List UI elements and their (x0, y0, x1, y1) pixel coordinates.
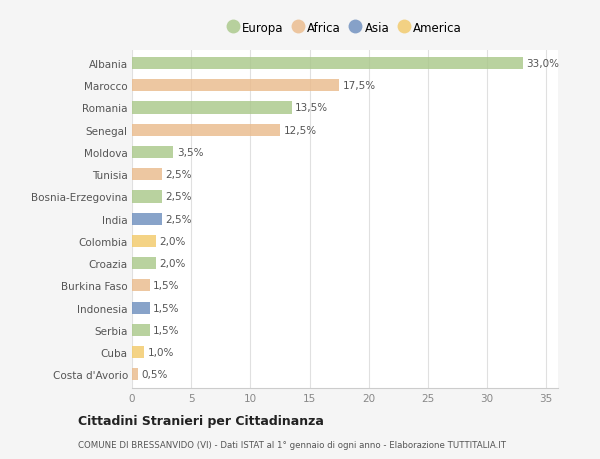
Bar (132, 191, 161, 203)
Bar (132, 80, 339, 92)
Text: 33,0%: 33,0% (526, 59, 559, 69)
Bar (132, 168, 161, 181)
Text: 1,5%: 1,5% (154, 303, 180, 313)
Bar (132, 280, 150, 292)
Text: 17,5%: 17,5% (343, 81, 376, 91)
Bar (132, 302, 150, 314)
Text: 12,5%: 12,5% (283, 125, 317, 135)
Text: 2,0%: 2,0% (159, 258, 185, 269)
Text: 2,5%: 2,5% (165, 170, 191, 180)
Text: 3,5%: 3,5% (177, 148, 203, 157)
Text: 1,5%: 1,5% (154, 281, 180, 291)
Text: 2,5%: 2,5% (165, 214, 191, 224)
Legend: Europa, Africa, Asia, America: Europa, Africa, Asia, America (226, 19, 464, 37)
Text: 13,5%: 13,5% (295, 103, 328, 113)
Bar (132, 235, 155, 247)
Bar (132, 369, 138, 381)
Text: 1,5%: 1,5% (154, 325, 180, 335)
Bar (132, 124, 280, 136)
Bar (132, 213, 161, 225)
Text: 0,5%: 0,5% (142, 369, 168, 380)
Text: Cittadini Stranieri per Cittadinanza: Cittadini Stranieri per Cittadinanza (78, 414, 324, 428)
Bar (132, 58, 523, 70)
Text: 1,0%: 1,0% (148, 347, 174, 358)
Text: COMUNE DI BRESSANVIDO (VI) - Dati ISTAT al 1° gennaio di ogni anno - Elaborazion: COMUNE DI BRESSANVIDO (VI) - Dati ISTAT … (78, 441, 506, 449)
Bar (132, 324, 150, 336)
Bar (132, 346, 144, 358)
Bar (132, 146, 173, 159)
Bar (132, 257, 155, 270)
Bar (132, 102, 292, 114)
Text: 2,5%: 2,5% (165, 192, 191, 202)
Text: 2,0%: 2,0% (159, 236, 185, 246)
